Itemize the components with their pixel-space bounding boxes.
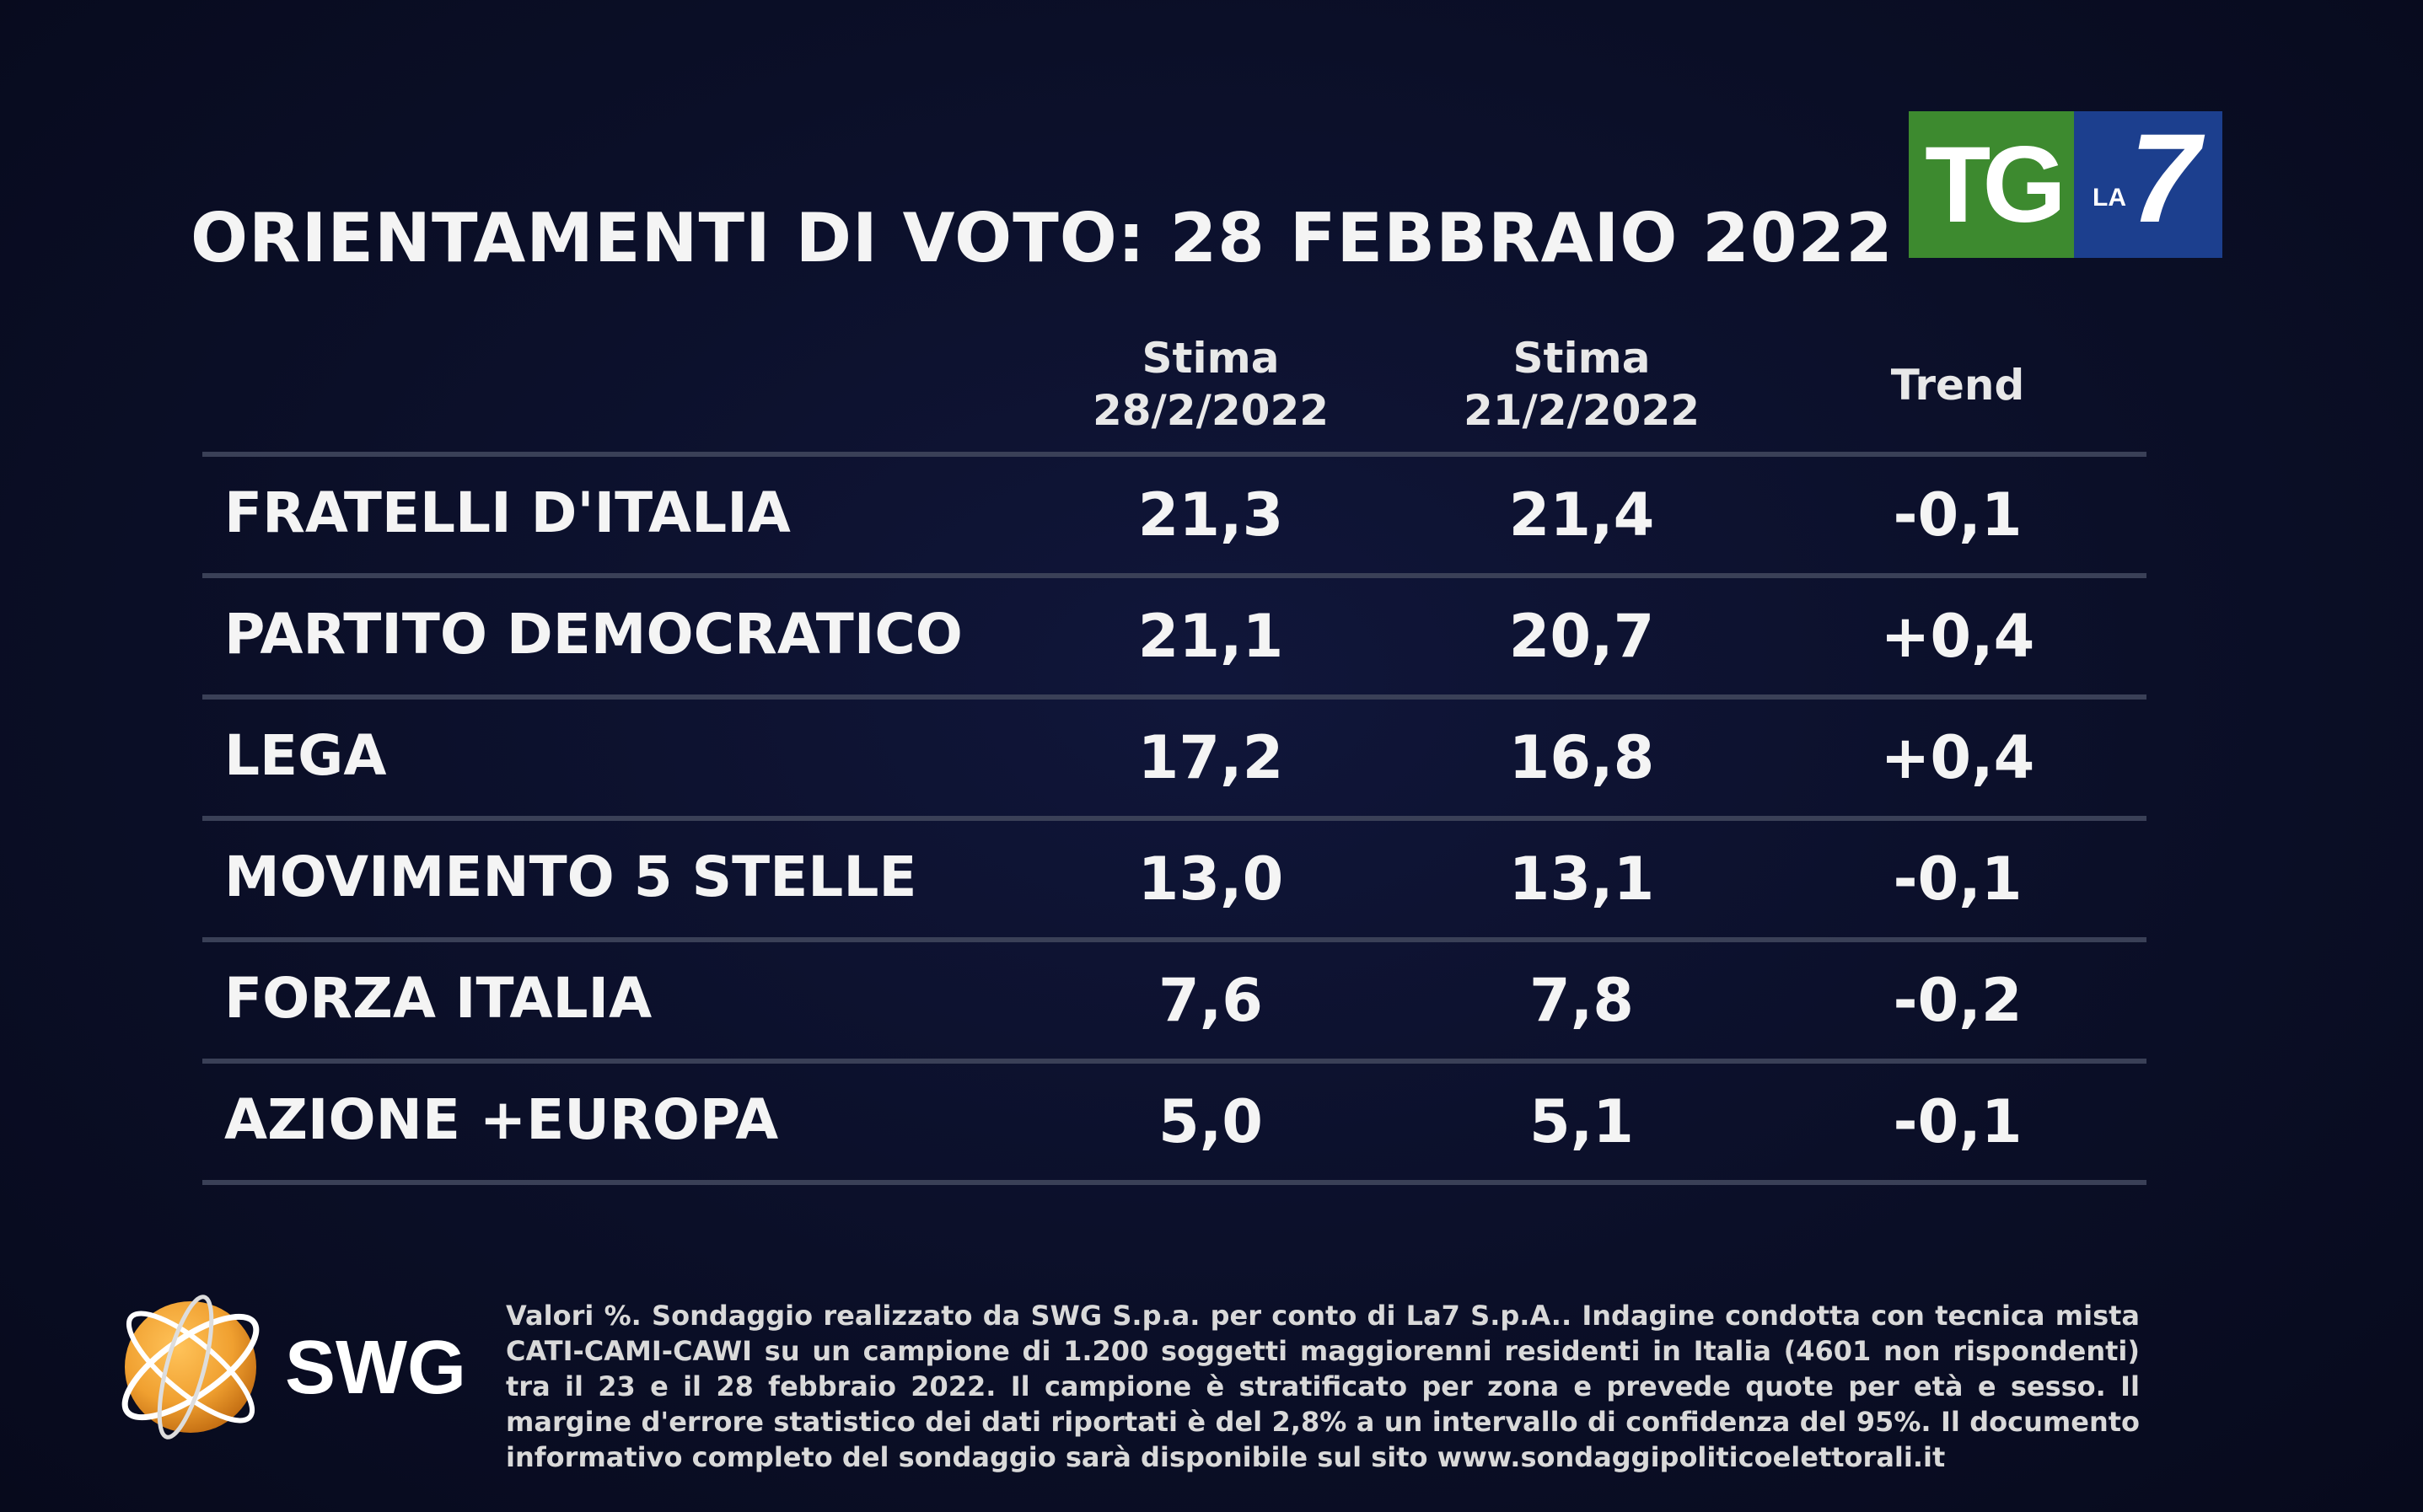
cell-stima-21-2: 16,8 [1508,723,1655,792]
party-label: MOVIMENTO 5 STELLE [224,844,917,909]
swg-globe-icon [121,1295,260,1440]
cell-stima-21-2: 5,1 [1528,1087,1634,1156]
chart-title: ORIENTAMENTI DI VOTO: 28 FEBBRAIO 2022 [191,199,1894,277]
column-header-stima-28-2: Stima 28/2/2022 [1034,332,1388,437]
tg-logo-block: TG [1909,111,2074,258]
cell-trend: +0,4 [1880,602,2035,671]
cell-trend: -0,1 [1893,844,2023,914]
cell-stima-28-2: 5,0 [1158,1087,1263,1156]
party-label: PARTITO DEMOCRATICO [224,602,963,667]
cell-stima-28-2: 7,6 [1158,966,1263,1035]
party-label: FRATELLI D'ITALIA [224,480,791,545]
cell-trend: -0,1 [1893,1087,2023,1156]
table-row-divider [202,1059,2146,1064]
table-row-divider [202,573,2146,578]
cell-stima-21-2: 20,7 [1508,602,1655,671]
column-header-stima-21-2: Stima 21/2/2022 [1405,332,1759,437]
methodology-footnote: Valori %. Sondaggio realizzato da SWG S.… [506,1300,2140,1473]
cell-trend: -0,2 [1893,966,2023,1035]
cell-stima-21-2: 7,8 [1528,966,1634,1035]
party-label: FORZA ITALIA [224,966,653,1031]
column-header-line2: 21/2/2022 [1463,386,1700,435]
table-row-divider [202,694,2146,700]
cell-stima-28-2: 21,1 [1137,602,1284,671]
party-label: LEGA [224,723,387,788]
cell-stima-28-2: 13,0 [1137,844,1284,914]
la7-logo-seven: 7 [2130,107,2200,249]
cell-trend: -0,1 [1893,480,2023,550]
swg-logo-text: SWG [285,1326,466,1410]
cell-trend: +0,4 [1880,723,2035,792]
column-header-line2: 28/2/2022 [1092,386,1330,435]
column-header-line1: Stima [1512,334,1651,383]
la7-logo-la: LA [2093,184,2126,212]
column-header-trend: Trend [1890,361,2025,410]
table-row-divider [202,816,2146,821]
cell-stima-28-2: 21,3 [1137,480,1284,550]
cell-stima-21-2: 13,1 [1508,844,1655,914]
table-row-divider [202,452,2146,457]
cell-stima-21-2: 21,4 [1508,480,1655,550]
cell-stima-28-2: 17,2 [1137,723,1284,792]
party-label: AZIONE +EUROPA [224,1087,779,1152]
tg-la7-logo: TG LA 7 [1909,111,2222,258]
column-header-line1: Stima [1142,334,1280,383]
table-row-divider [202,1180,2146,1185]
table-row-divider [202,937,2146,942]
la7-logo-block: LA 7 [2074,111,2222,258]
